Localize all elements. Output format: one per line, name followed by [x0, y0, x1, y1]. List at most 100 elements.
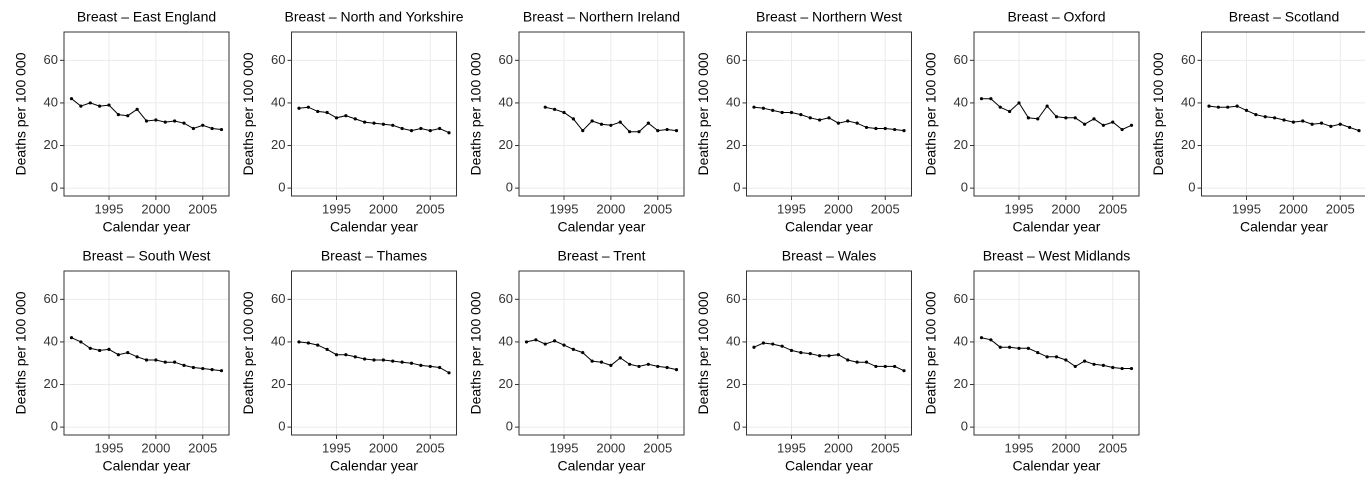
y-tick-label: 40 — [499, 333, 513, 348]
x-tick-label: 2000 — [369, 440, 398, 455]
point — [789, 110, 794, 115]
y-tick-label: 20 — [726, 137, 740, 152]
x-tick-label: 2005 — [188, 201, 217, 216]
point — [771, 342, 775, 346]
point — [543, 105, 547, 109]
point — [590, 359, 594, 363]
point — [1111, 365, 1115, 370]
point — [789, 348, 794, 353]
point — [665, 127, 669, 132]
point — [1036, 350, 1040, 355]
x-axis-label: Calendar year — [103, 458, 191, 474]
point — [1045, 104, 1049, 108]
y-tick-label: 40 — [726, 94, 740, 109]
panel-title: Breast – Wales — [782, 248, 876, 264]
point — [1310, 122, 1314, 126]
x-tick-label: 2000 — [596, 201, 625, 216]
y-axis-label: Deaths per 100 000 — [923, 52, 939, 175]
point — [553, 339, 557, 343]
point — [799, 113, 803, 117]
point — [618, 356, 622, 360]
y-tick-label: 40 — [44, 333, 58, 348]
y-tick-label: 40 — [499, 94, 513, 109]
x-axis-label: Calendar year — [1013, 219, 1101, 235]
point — [864, 125, 869, 130]
point — [1120, 366, 1124, 371]
y-tick-label: 40 — [726, 333, 740, 348]
point — [874, 126, 878, 131]
point — [827, 116, 831, 120]
point — [883, 126, 887, 131]
plot-border — [291, 270, 457, 436]
panel-title: Breast – Northern Ireland — [523, 9, 680, 25]
y-tick-label: 20 — [954, 376, 968, 391]
x-axis-label: Calendar year — [103, 219, 191, 235]
plot-background — [519, 32, 684, 196]
point — [571, 347, 575, 351]
point — [428, 129, 432, 133]
point — [98, 104, 102, 108]
x-tick-label: 2000 — [141, 440, 170, 455]
point — [799, 350, 803, 355]
point — [902, 129, 906, 133]
point — [201, 366, 205, 371]
plot-background — [291, 271, 457, 435]
point — [316, 109, 320, 114]
x-tick-label: 1995 — [550, 201, 579, 216]
x-tick-label: 1995 — [777, 440, 806, 455]
y-tick-label: 20 — [1181, 137, 1195, 152]
point — [599, 360, 604, 364]
point — [1073, 364, 1077, 369]
point — [69, 336, 74, 340]
point — [163, 360, 167, 364]
y-tick-label: 60 — [954, 291, 968, 306]
point — [107, 103, 111, 107]
y-tick-label: 40 — [1181, 94, 1195, 109]
point — [400, 126, 404, 131]
point — [761, 106, 765, 110]
point — [1036, 117, 1040, 121]
point — [334, 353, 339, 357]
point — [1083, 359, 1087, 363]
point — [656, 129, 660, 133]
y-tick-label: 20 — [499, 137, 513, 152]
point — [1092, 362, 1096, 366]
point — [1129, 366, 1134, 371]
x-tick-label: 1995 — [1005, 201, 1034, 216]
point — [363, 120, 367, 124]
plot-background — [291, 32, 457, 196]
y-tick-label: 60 — [499, 291, 513, 306]
y-tick-label: 40 — [271, 94, 285, 109]
y-tick-label: 0 — [733, 419, 740, 434]
point — [306, 105, 310, 109]
y-axis-label: Deaths per 100 000 — [468, 291, 484, 414]
y-tick-label: 20 — [44, 137, 58, 152]
y-tick-label: 0 — [506, 419, 513, 434]
y-tick-label: 0 — [51, 419, 58, 434]
y-axis-label: Deaths per 100 000 — [13, 291, 29, 414]
panel-title: Breast – Northern West — [756, 9, 902, 25]
x-tick-label: 2005 — [871, 440, 900, 455]
point — [79, 104, 83, 108]
point — [628, 362, 632, 366]
point — [864, 360, 869, 364]
point — [609, 363, 613, 367]
point — [381, 358, 385, 362]
point — [306, 341, 310, 345]
y-tick-label: 0 — [961, 419, 968, 434]
point — [334, 116, 339, 120]
plot-border — [63, 31, 230, 197]
y-tick-label: 40 — [954, 94, 968, 109]
x-axis-label: Calendar year — [558, 219, 646, 235]
point — [210, 126, 214, 131]
point — [1301, 119, 1305, 123]
point — [1054, 355, 1059, 359]
point — [628, 130, 632, 134]
y-axis-label: Deaths per 100 000 — [240, 52, 256, 175]
point — [846, 358, 850, 362]
point — [372, 121, 376, 125]
point — [1207, 104, 1211, 108]
point — [116, 113, 120, 117]
point — [883, 364, 887, 369]
point — [1129, 123, 1134, 127]
